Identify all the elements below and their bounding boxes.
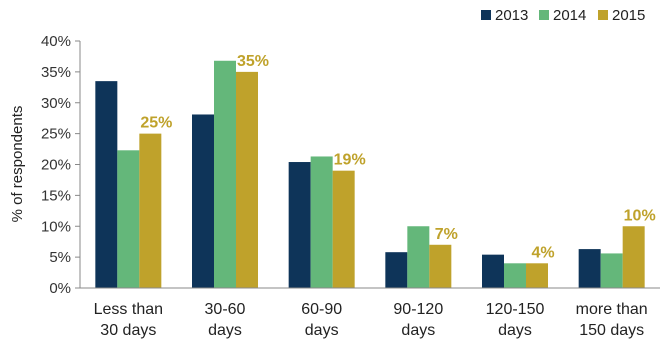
- bar-2013-5: [578, 249, 601, 288]
- y-tick-label: 0%: [49, 280, 71, 297]
- y-tick-label: 30%: [41, 95, 71, 112]
- legend: 2013 2014 2015: [481, 7, 645, 24]
- x-axis-categories: Less than 30 days 30-60 days 60-90 days 90-120…: [94, 301, 648, 339]
- x-category-label: 30-60 days: [205, 301, 246, 339]
- y-tick-label: 35%: [41, 64, 71, 81]
- bar-2013-1: [192, 114, 214, 288]
- y-tick-label: 5%: [49, 249, 71, 266]
- bar-2014-0: [117, 150, 140, 288]
- legend-label-2013: 2013: [495, 7, 528, 24]
- x-category-label: 90-120 days: [393, 301, 443, 339]
- data-label: 19%: [334, 152, 366, 169]
- y-axis-title: % of respondents: [9, 106, 26, 223]
- data-labels: 25% 35% 19% 7% 4% 10%: [140, 53, 655, 261]
- bar-2014-1: [214, 60, 236, 289]
- legend-swatch-2014: [539, 10, 549, 20]
- data-label: 35%: [237, 53, 269, 70]
- legend-swatch-2013: [481, 10, 491, 20]
- bar-2015-4: [526, 263, 548, 288]
- bars: [95, 60, 645, 289]
- y-tick-label: 15%: [41, 187, 71, 204]
- bar-2013-3: [385, 252, 408, 288]
- bar-2015-0: [139, 133, 162, 288]
- bar-2013-4: [482, 254, 504, 288]
- x-category-label: Less than 30 days: [94, 301, 163, 339]
- x-category-label: more than 150 days: [576, 301, 648, 339]
- bar-2015-3: [429, 244, 452, 288]
- bar-2015-5: [622, 226, 645, 288]
- x-category-label: 60-90 days: [301, 301, 342, 339]
- y-tick-label: 40%: [41, 33, 71, 50]
- x-category-label: 120-150 days: [486, 301, 545, 339]
- legend-label-2014: 2014: [553, 7, 586, 24]
- y-axis-ticks: 0% 5% 10% 15% 20% 25% 30% 35% 40%: [41, 33, 80, 297]
- bar-2014-4: [504, 263, 526, 288]
- bar-2015-2: [332, 170, 355, 288]
- legend-swatch-2015: [598, 10, 608, 20]
- data-label: 25%: [140, 115, 172, 132]
- data-label: 7%: [435, 226, 458, 243]
- bar-2014-2: [310, 156, 333, 288]
- bar-2014-5: [600, 253, 623, 288]
- bar-2013-0: [95, 81, 118, 288]
- bar-2015-1: [236, 71, 258, 288]
- y-tick-label: 25%: [41, 126, 71, 143]
- data-label: 4%: [531, 244, 554, 261]
- bar-2013-2: [288, 162, 311, 288]
- y-tick-label: 20%: [41, 157, 71, 174]
- data-label: 10%: [624, 207, 656, 224]
- bar-2014-3: [407, 226, 430, 288]
- legend-label-2015: 2015: [612, 7, 645, 24]
- y-tick-label: 10%: [41, 218, 71, 235]
